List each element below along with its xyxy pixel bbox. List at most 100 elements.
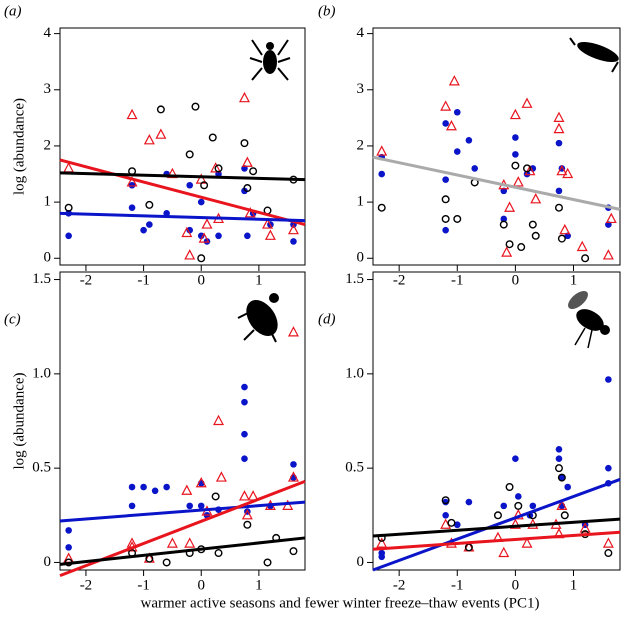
x-tick-label: -1 (451, 577, 464, 593)
point (184, 537, 196, 548)
point (579, 522, 591, 533)
point (377, 203, 386, 212)
point (509, 108, 521, 120)
point (166, 537, 178, 548)
point (554, 464, 563, 473)
icon-beetle (237, 293, 279, 343)
x-tick-label: -1 (137, 272, 150, 288)
point (195, 476, 207, 488)
x-tick-label: -1 (451, 272, 464, 288)
fit-line (372, 155, 621, 211)
point (155, 128, 167, 139)
point (564, 483, 571, 491)
icon-spider (249, 39, 291, 81)
point (562, 167, 574, 179)
point (560, 511, 569, 520)
point (442, 120, 449, 127)
point (215, 232, 222, 240)
panel-label: (a) (4, 3, 22, 19)
point (241, 430, 248, 438)
point (523, 164, 532, 173)
point (521, 537, 533, 548)
point (504, 201, 516, 212)
point (214, 549, 223, 558)
x-tick-label: -2 (80, 577, 93, 593)
point (453, 521, 461, 529)
point (145, 200, 154, 209)
point (376, 145, 388, 156)
point (208, 133, 217, 142)
point (521, 97, 533, 108)
plot-frame (372, 27, 621, 266)
panel-label: (c) (4, 311, 21, 327)
point (453, 108, 461, 116)
point (282, 499, 294, 510)
point (557, 473, 566, 482)
fit-line (59, 158, 306, 227)
plot-frame (59, 27, 306, 266)
point (602, 249, 614, 260)
point (241, 509, 253, 520)
point (184, 249, 196, 260)
point (553, 122, 565, 134)
point (146, 221, 153, 228)
point (203, 238, 211, 245)
point (186, 502, 194, 510)
plot-frame (372, 271, 621, 571)
point (523, 170, 531, 178)
x-tick-label: 0 (512, 272, 520, 288)
point (528, 220, 537, 229)
point (576, 240, 588, 252)
point (558, 474, 566, 481)
point (378, 553, 386, 561)
icon-springtail (569, 37, 619, 73)
fit-line (59, 500, 306, 523)
x-tick-label: 0 (512, 577, 520, 593)
y-axis-label: log (abundance) (11, 372, 27, 469)
point (512, 455, 519, 463)
point (264, 229, 276, 240)
point (143, 134, 155, 145)
point (529, 165, 537, 172)
y-tick-label: 3 (357, 81, 365, 97)
panel-label: (d) (318, 311, 336, 327)
point (554, 203, 563, 212)
point (215, 471, 227, 482)
point (65, 232, 72, 240)
point (287, 471, 299, 482)
point (240, 139, 249, 148)
point (181, 226, 193, 238)
point (378, 170, 386, 178)
y-tick-label: 2 (44, 137, 52, 153)
point (605, 464, 612, 472)
point (517, 243, 526, 252)
point (499, 220, 508, 229)
point (512, 134, 519, 141)
point (555, 187, 563, 195)
point (197, 502, 205, 510)
point (241, 455, 248, 463)
y-tick-label: 2 (357, 137, 365, 153)
point (241, 383, 248, 391)
point (605, 376, 612, 383)
point (555, 139, 563, 147)
y-tick-label: 1 (357, 194, 365, 210)
point (166, 167, 178, 179)
point (244, 232, 251, 240)
point (63, 162, 75, 173)
y-tick-label: 0 (44, 554, 52, 570)
point (249, 167, 258, 176)
x-tick-label: -2 (80, 272, 93, 288)
point (126, 176, 138, 187)
point (581, 254, 590, 263)
y-tick-label: 0 (357, 554, 365, 570)
x-axis-label: warmer active seasons and fewer winter f… (141, 595, 540, 611)
point (514, 493, 522, 500)
point (290, 238, 297, 245)
point (442, 176, 449, 183)
point (376, 537, 388, 548)
point (181, 484, 193, 495)
point (238, 91, 250, 103)
point (128, 181, 136, 189)
